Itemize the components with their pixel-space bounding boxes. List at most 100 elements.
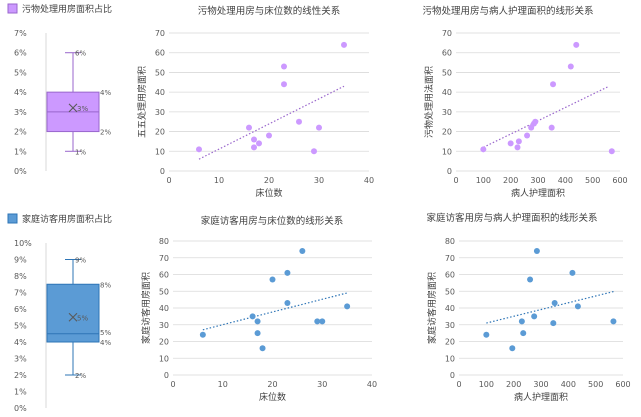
y-tick-label: 2% [14,371,27,380]
box-label-mean: 5% [77,314,88,322]
y-tick-label: 0 [447,167,452,176]
data-point [608,148,615,155]
data-point [533,248,540,255]
y-tick-label: 60 [442,49,452,58]
data-point [319,318,326,325]
data-point [483,331,490,338]
scatter-visitor-beds: 0 10 20 30 40 50 60 70 80 0 10 20 30 40 家庭访客用房与床位数的线形关… [140,215,377,403]
box-label-mean: 3% [77,105,88,113]
data-point [524,132,531,139]
y-tick-label: 10 [442,147,452,156]
data-point [281,81,287,88]
y-tick-label: 40 [155,88,165,97]
data-point [269,276,276,283]
y-tick-label: 70 [442,29,452,38]
data-point [574,303,581,310]
y-tick-label: 6% [14,305,27,314]
y-tick-label: 30 [159,321,169,330]
y-tick-label: 40 [442,88,452,97]
data-point [507,140,514,147]
data-point [281,63,287,70]
y-tick-label: 0 [160,167,165,176]
box-sewage: 0% 1% 2% 3% 4% 5% 6% 7% 污物处理用房面积占比 6% 4% 3% 2% 1% [7,3,112,176]
y-tick-label: 7% [14,29,27,38]
scatter-sewage-beds: 0 10 20 30 40 50 60 70 0 10 20 30 40 污物处理用房与床位数的线性关系床… [136,5,374,199]
y-tick-label: 60 [159,271,169,280]
data-point [532,118,539,125]
data-point [256,140,262,147]
x-axis-label: 病人护理面积 [514,391,568,403]
x-axis-label: 病人护理面积 [511,187,565,199]
box-label-min: 1% [75,148,86,156]
data-point [299,248,306,255]
data-point [341,41,347,48]
y-tick-label: 9% [14,256,27,265]
legend-swatch [7,213,18,224]
y-tick-label: 4% [14,338,27,347]
x-tick-label: 10 [214,176,224,185]
legend-label: 家庭访客用房面积占比 [22,213,112,225]
box-label-q1: 2% [100,129,111,137]
y-tick-label: 4% [14,88,27,97]
x-tick-label: 30 [314,176,324,185]
data-point [311,148,317,155]
box-label-q3: 8% [100,281,111,289]
y-tick-label: 3% [14,108,27,117]
y-tick-label: 50 [155,68,165,77]
x-tick-label: 0 [453,176,458,185]
x-tick-label: 400 [558,176,573,185]
data-point [520,330,527,337]
data-point [515,138,522,145]
legend-label: 污物处理用房面积占比 [22,3,112,15]
y-tick-label: 3% [14,355,27,364]
scatter-sewage-area: 0 10 20 30 40 50 60 70 0 100 200 300 400 500 600 污物处理用房… [422,5,627,199]
y-axis-label: 家庭访客用房面积 [426,272,438,344]
x-tick-label: 300 [533,380,548,389]
trendline [486,290,615,324]
y-tick-label: 80 [159,237,169,246]
data-point [314,318,321,325]
y-tick-label: 10% [14,239,32,248]
x-axis-label: 床位数 [255,187,282,199]
x-tick-label: 600 [615,380,630,389]
data-point [550,81,557,88]
x-tick-label: 100 [479,380,494,389]
y-tick-label: 0 [450,371,455,380]
data-point [251,136,257,143]
y-tick-label: 40 [159,304,169,313]
x-tick-label: 20 [264,176,274,185]
y-tick-label: 1% [14,147,27,156]
x-tick-label: 0 [166,176,171,185]
data-point [316,124,322,131]
chart-title: 污物处理用房与病人护理面积的线形关系 [422,5,593,17]
x-tick-label: 300 [530,176,545,185]
y-tick-label: 50 [442,68,452,77]
mean-marker [68,103,78,113]
data-point [527,276,534,283]
y-tick-label: 7% [14,289,27,298]
y-tick-label: 10 [159,354,169,363]
data-point [550,320,557,327]
y-tick-label: 20 [445,338,455,347]
y-tick-label: 0 [164,371,169,380]
y-tick-label: 0% [14,167,27,176]
x-tick-label: 100 [476,176,491,185]
data-point [548,124,555,131]
legend-swatch [7,3,18,14]
data-point [518,318,525,325]
y-tick-label: 80 [445,237,455,246]
x-tick-label: 500 [585,176,600,185]
data-point [531,313,538,320]
y-tick-label: 5% [14,68,27,77]
y-tick-label: 20 [442,128,452,137]
chart-title: 家庭访客用房与床位数的线形关系 [201,215,344,227]
trendline [198,85,345,160]
data-point [199,331,206,338]
data-point [514,144,521,151]
data-point [196,146,202,153]
y-tick-label: 70 [159,254,169,263]
mean-marker [68,312,78,322]
data-point [251,144,257,151]
x-tick-label: 10 [218,380,228,389]
x-tick-label: 200 [506,380,521,389]
